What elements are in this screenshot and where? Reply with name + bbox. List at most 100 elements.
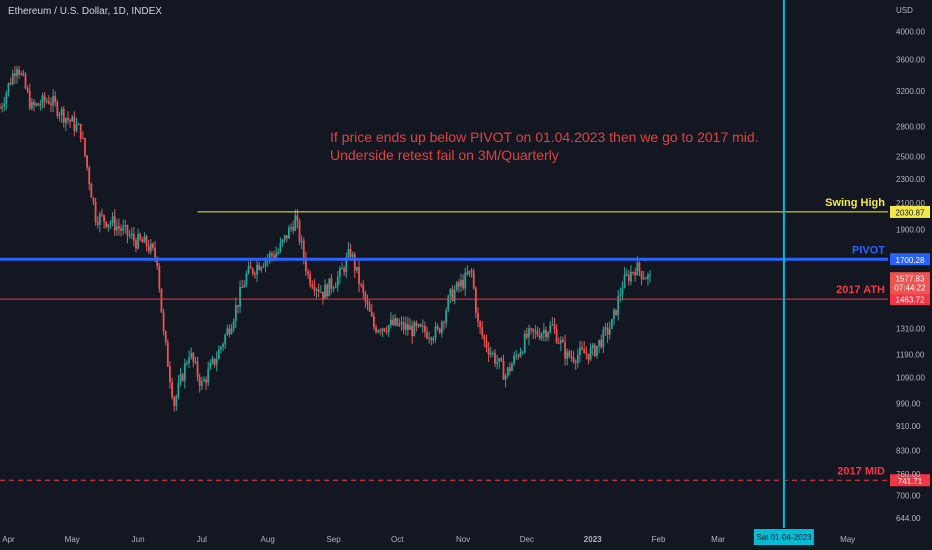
candle-body — [464, 272, 467, 289]
candle-body — [298, 220, 301, 242]
candle-body — [370, 311, 373, 317]
candle-body — [409, 325, 411, 330]
candle-body — [451, 288, 454, 301]
candle-body — [203, 379, 205, 382]
candle-body — [147, 245, 150, 252]
candle-body — [101, 213, 103, 216]
candle-body — [288, 227, 290, 239]
candle-body — [215, 359, 218, 365]
candle-body — [339, 268, 341, 277]
candle-body — [154, 247, 156, 258]
candle-body — [302, 240, 305, 258]
candle-body — [249, 266, 252, 269]
candle-body — [275, 253, 278, 258]
candle-body — [508, 367, 511, 371]
candle-body — [542, 329, 545, 334]
y-tick-label: 1090.00 — [896, 374, 925, 383]
candle-body — [415, 322, 418, 327]
candle-body — [239, 287, 241, 307]
candle-body — [630, 272, 632, 282]
candle-body — [7, 83, 10, 93]
candle-body — [77, 123, 80, 125]
candle-body — [615, 309, 617, 315]
candle-body — [52, 96, 55, 106]
level-name-pivot: PIVOT — [852, 244, 885, 256]
candle-body — [334, 286, 337, 289]
last-price-countdown: 07:44:22 — [894, 284, 926, 293]
candle-body — [241, 287, 244, 289]
candle-body — [243, 284, 246, 288]
vertical-marker-tag — [753, 529, 814, 545]
candle-body — [498, 358, 501, 363]
candle-body — [107, 224, 110, 227]
y-tick-label: 1310.00 — [896, 325, 925, 334]
candle-body — [647, 274, 649, 280]
level-price-tag — [890, 474, 930, 487]
candle-body — [315, 289, 318, 291]
candle-body — [90, 184, 93, 198]
candle-body — [621, 287, 624, 295]
candle-body — [164, 331, 167, 343]
candle-body — [292, 226, 295, 231]
candle-body — [251, 268, 254, 274]
chart-title: Ethereum / U.S. Dollar, 1D, INDEX — [8, 6, 162, 17]
candle-body — [587, 353, 590, 360]
candle-body — [11, 73, 14, 85]
candle-body — [336, 276, 339, 287]
candle-body — [617, 295, 620, 315]
candle-body — [362, 284, 365, 293]
level-name-2017-mid: 2017 MID — [837, 465, 885, 477]
candle-body — [519, 352, 522, 357]
candle-body — [75, 124, 78, 131]
candle-body — [496, 362, 499, 364]
y-tick-label: 2800.00 — [896, 122, 925, 131]
candle-body — [517, 355, 520, 357]
candle-body — [209, 363, 212, 369]
candle-body — [540, 333, 543, 339]
candle-body — [126, 225, 129, 236]
candle-body — [513, 355, 516, 364]
candle-body — [419, 324, 422, 327]
candle-body — [81, 137, 84, 139]
candle-body — [103, 215, 105, 222]
candle-body — [35, 103, 38, 106]
vertical-marker-label: Sat 01-04-2023 — [756, 533, 812, 542]
candle-body — [549, 325, 552, 333]
annotation-line-2: Underside retest fail on 3M/Quarterly — [330, 147, 559, 163]
currency-label: USD — [896, 6, 913, 15]
candle-body — [581, 347, 583, 350]
x-tick-label: Nov — [456, 535, 470, 544]
candle-body — [5, 92, 8, 104]
candle-body — [9, 83, 12, 85]
x-tick-label: Jun — [132, 535, 145, 544]
candle-body — [462, 280, 465, 289]
candle-body — [258, 264, 261, 270]
level-name-2017-ath: 2017 ATH — [836, 284, 885, 296]
candle-body — [557, 342, 560, 344]
candle-body — [406, 323, 409, 330]
candle-body — [468, 270, 471, 275]
last-price-label: 1577.83 — [896, 275, 925, 284]
candle-body — [173, 397, 176, 406]
candle-body — [39, 105, 42, 107]
candle-body — [309, 274, 312, 285]
candle-body — [96, 222, 99, 225]
candle-body — [54, 96, 57, 103]
candle-body — [413, 322, 416, 337]
candle-body — [625, 274, 628, 276]
y-tick-label: 830.00 — [896, 446, 921, 455]
candle-body — [317, 289, 320, 292]
candle-body — [368, 304, 371, 312]
candle-body — [553, 324, 556, 329]
candle-body — [194, 361, 197, 363]
candle-body — [644, 278, 647, 280]
candle-body — [506, 367, 509, 376]
candle-body — [122, 226, 125, 231]
candle-body — [453, 290, 456, 301]
y-tick-label: 700.00 — [896, 492, 921, 501]
candle-body — [64, 117, 67, 123]
candle-body — [43, 95, 46, 102]
candle-body — [402, 321, 405, 330]
